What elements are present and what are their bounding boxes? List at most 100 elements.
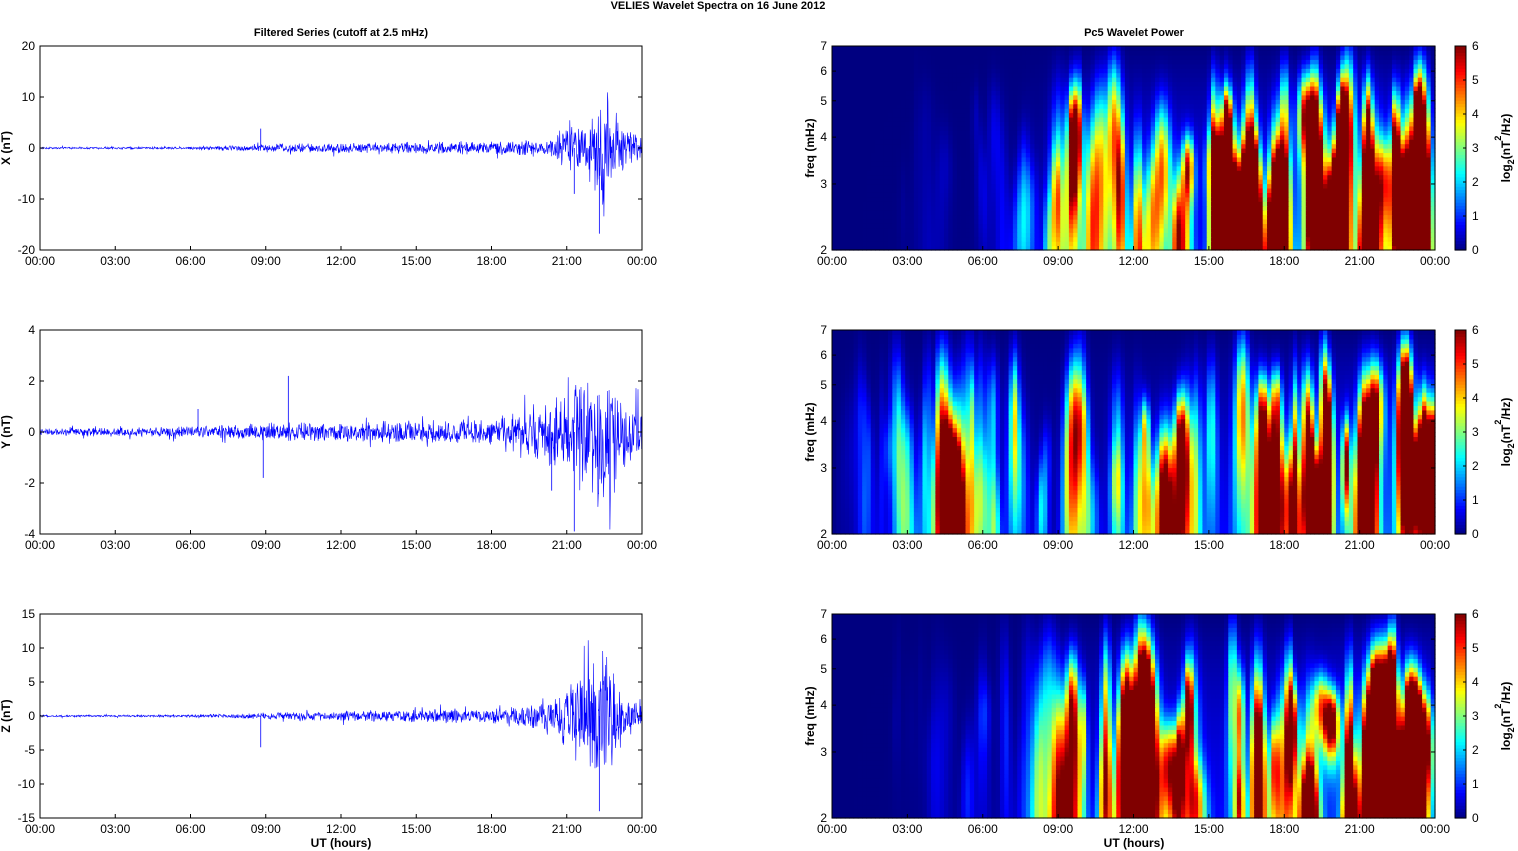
wavelet-cell [1150,223,1156,229]
wavelet-cell [1017,183,1023,189]
wavelet-cell [969,245,975,251]
wavelet-cell [1422,232,1427,238]
wavelet-cell [1068,125,1074,131]
wavelet-cell [866,130,872,136]
wavelet-cell [961,108,967,114]
wavelet-cell [1284,183,1290,189]
wavelet-cell [1047,130,1053,136]
wavelet-cell [1413,241,1419,247]
wavelet-cell [1163,183,1169,189]
wavelet-cell [887,165,893,171]
wavelet-cell [1120,214,1126,220]
wavelet-cell [1086,134,1092,140]
wavelet-cell [926,205,932,211]
wavelet-cell [1142,143,1148,149]
wavelet-cell [862,130,868,136]
wavelet-cell [948,179,954,185]
wavelet-cell [1159,223,1165,229]
wavelet-cell [995,125,1001,131]
wavelet-cell [1422,130,1427,136]
wavelet-cell [1409,187,1415,193]
wavelet-cell [866,143,872,149]
series-ytick-label: 0 [28,141,35,155]
wavelet-cell [866,112,872,118]
wavelet-cell [857,174,863,180]
wavelet-cell [1211,214,1216,220]
wavelet-cell [844,94,850,100]
wavelet-cell [1073,236,1079,242]
wavelet-cell [1202,179,1208,185]
wavelet-cell [1077,236,1083,242]
wavelet-cell [961,241,967,247]
wavelet-cell [926,121,932,127]
wavelet-cell [1318,210,1324,216]
wavelet-cell [1051,112,1057,118]
wavelet-cell [857,156,863,162]
wavelet-cell [1198,205,1204,211]
wavelet-cell [1215,134,1221,140]
wavelet-cell [1275,134,1281,140]
series-trace-x [39,92,643,217]
wavelet-cell [1422,134,1427,140]
wavelet-cell [1043,205,1048,211]
wavelet-cell [1305,218,1311,224]
wavelet-cell [1292,165,1298,171]
wavelet-cell [1198,121,1204,127]
wavelet-cell [1314,99,1320,105]
wavelet-cell [900,196,906,202]
wavelet-cell [1038,187,1044,193]
wavelet-cell [1133,116,1139,122]
wavelet-cell [1021,103,1027,109]
wavelet-cell [1167,139,1173,145]
wavelet-cell [1060,112,1066,118]
wavelet-cell [1159,130,1165,136]
wavelet-cell [1335,232,1341,238]
wavelet-cell [1383,130,1389,136]
wavelet-cell [978,201,984,207]
wavelet-cell [1323,218,1328,224]
wavelet-cell [1167,245,1173,251]
wavelet-cell [866,227,872,233]
wavelet-cell [1012,245,1018,251]
wavelet-cell [1150,227,1156,233]
wavelet-cell [1094,99,1100,105]
wavelet-cell [840,236,846,242]
wavelet-cell [1180,156,1186,162]
wavelet-cell [1361,241,1367,247]
wavelet-cell [1258,183,1264,189]
wavelet-cell [999,165,1005,171]
wavelet-cell [1267,116,1272,122]
wavelet-cell [1353,108,1359,114]
wavelet-cell [1137,170,1143,176]
wavelet-cell [948,130,954,136]
wavelet-cell [1215,192,1221,198]
wavelet-cell [1146,125,1152,131]
wavelet-cell [1426,134,1432,140]
wavelet-cell [1370,174,1376,180]
wavelet-cell [1051,174,1057,180]
wavelet-cell [1379,99,1384,105]
wavelet-cell [1107,210,1113,216]
wavelet-cell [1034,103,1040,109]
wavelet-cell [1353,152,1359,158]
wavelet-cell [1017,148,1023,154]
right-x-axis-label: UT (hours) [1104,836,1165,850]
wavelet-cell [1167,161,1173,167]
wavelet-cell [1219,130,1225,136]
wavelet-cell [974,94,980,100]
wavelet-cell [987,112,992,118]
wavelet-cell [1374,99,1380,105]
wavelet-cell [1021,134,1027,140]
wavelet-cell [1275,125,1281,131]
wavelet-cell [926,165,932,171]
wavelet-cell [1417,174,1423,180]
wavelet-cell [1413,112,1419,118]
wavelet-cell [1107,148,1113,154]
wavelet-cell [1172,112,1178,118]
wavelet-cell [1391,187,1397,193]
wavelet-cell [1262,143,1268,149]
wavelet-cell [1064,130,1070,136]
wavelet-cell [1167,183,1173,189]
wavelet-cell [1081,201,1087,207]
wavelet-cell [1055,103,1061,109]
